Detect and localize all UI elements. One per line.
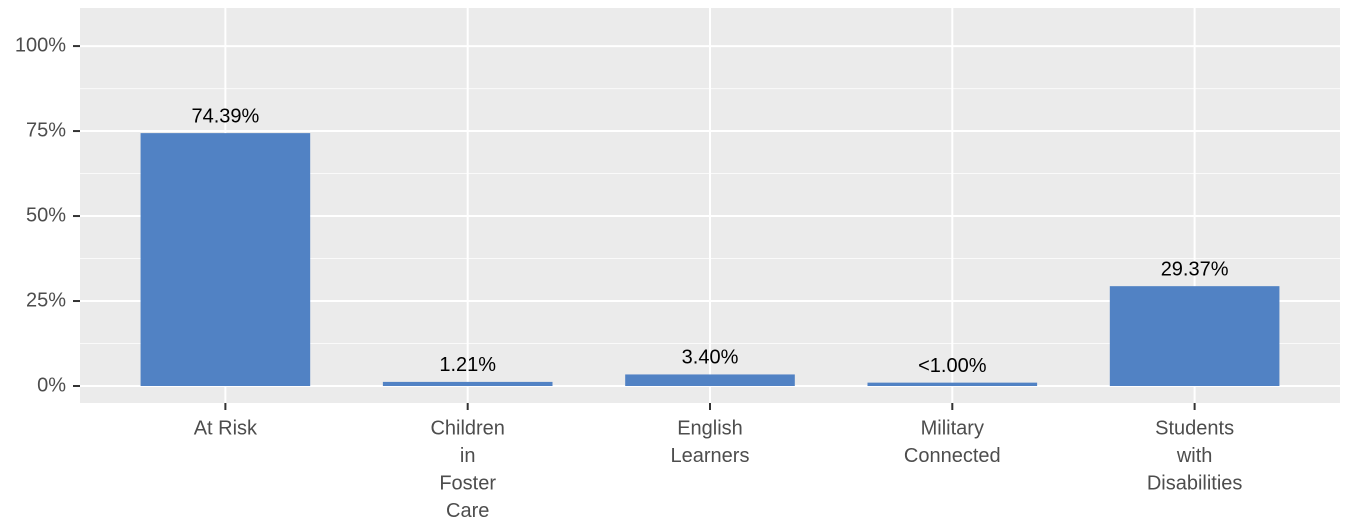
bar [382,381,553,387]
x-tick-label: Students [1155,417,1234,439]
bar [140,133,311,387]
x-tick-label: in [460,445,476,467]
value-label: 29.37% [1161,258,1229,280]
value-label: <1.00% [918,355,987,377]
x-tick-label: Connected [904,445,1001,467]
y-tick-label: 0% [37,374,66,396]
x-tick-label: Learners [671,445,750,467]
x-tick-label: Children [430,417,504,439]
y-tick-label: 25% [26,289,66,311]
bar [867,382,1038,387]
x-tick-label: Foster [439,472,496,494]
x-tick-label: English [677,417,743,439]
y-tick-label: 100% [15,34,66,56]
y-tick-label: 75% [26,119,66,141]
y-tick-label: 50% [26,204,66,226]
value-label: 3.40% [682,347,739,369]
x-tick-label: with [1176,445,1213,467]
x-tick-label: Care [446,500,489,522]
value-label: 74.39% [191,105,259,127]
x-tick-label: Military [921,417,984,439]
bar [625,374,795,387]
x-tick-label: Disabilities [1147,472,1243,494]
bar [1109,286,1280,387]
x-tick-label: At Risk [194,417,258,439]
value-label: 1.21% [439,354,496,376]
